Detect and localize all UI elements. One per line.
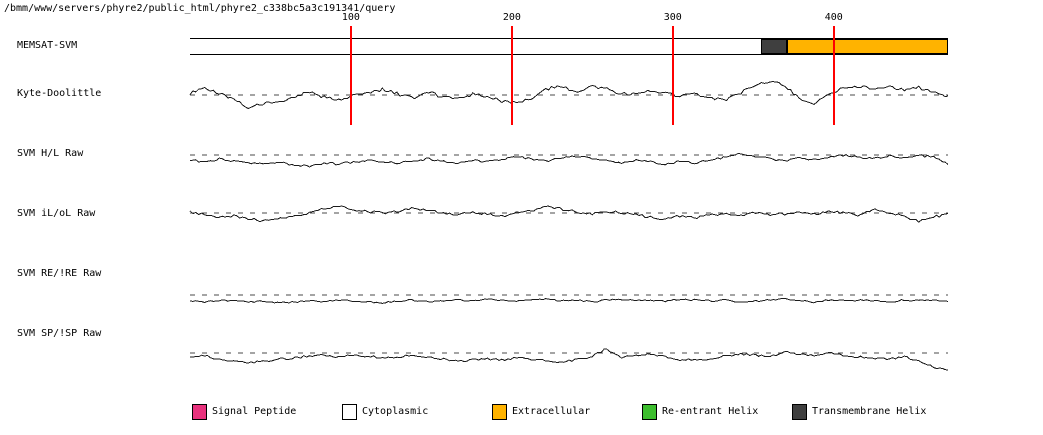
ruler-line-200 [510,26,513,125]
ruler-line-400 [832,26,835,125]
ruler-tick-label-300: 300 [663,12,682,23]
legend-swatch-transmembrane-helix [792,404,807,420]
legend-item-transmembrane-helix: Transmembrane Helix [792,404,926,420]
memsat-segment-cytoplasmic [190,39,762,54]
legend-item-cytoplasmic: Cytoplasmic [342,404,428,420]
track-label-svm-ilol: SVM iL/oL Raw [17,208,96,219]
legend-item-extracellular: Extracellular [492,404,590,420]
track-label-kyte-doolittle: Kyte-Doolittle [17,88,102,99]
legend-swatch-signal-peptide [192,404,207,420]
curve-svm-spsp [189,348,949,371]
legend-swatch-re-entrant-helix [642,404,657,420]
plot-svm-ilol [189,205,949,223]
track-label-memsat-svm: MEMSAT-SVM [17,40,78,51]
legend-item-re-entrant-helix: Re-entrant Helix [642,404,758,420]
legend-label-transmembrane-helix: Transmembrane Helix [812,406,927,417]
legend-swatch-cytoplasmic [342,404,357,420]
plot-svm-spsp [189,348,949,371]
curve-svm-rere [189,297,949,304]
ruler-line-300 [671,26,674,125]
ruler-tick-label-200: 200 [502,12,521,23]
legend-item-signal-peptide: Signal Peptide [192,404,296,420]
curve-svm-ilol [189,205,949,223]
plot-svm-rere [189,294,949,304]
track-label-svm-rere: SVM RE/!RE Raw [17,268,102,279]
file-path-title: /bmm/www/servers/phyre2/public_html/phyr… [4,3,396,14]
track-label-svm-hl: SVM H/L Raw [17,148,84,159]
track-label-svm-spsp: SVM SP/!SP Raw [17,328,102,339]
legend-label-re-entrant-helix: Re-entrant Helix [662,406,759,417]
ruler-tick-label-400: 400 [824,12,843,23]
memsat-bar [190,38,948,55]
curve-svm-hl [189,152,949,168]
legend-label-cytoplasmic: Cytoplasmic [362,406,429,417]
ruler-line-100 [349,26,352,125]
plot-svm-hl [189,152,949,168]
memsat-segment-extracellular [787,39,948,54]
legend-swatch-extracellular [492,404,507,420]
curve-kyte-doolittle [189,81,949,110]
legend-label-signal-peptide: Signal Peptide [212,406,297,417]
ruler-tick-label-100: 100 [341,12,360,23]
legend-label-extracellular: Extracellular [512,406,591,417]
plot-kyte-doolittle [189,81,949,110]
memsat-segment-transmembrane-helix [761,39,788,54]
